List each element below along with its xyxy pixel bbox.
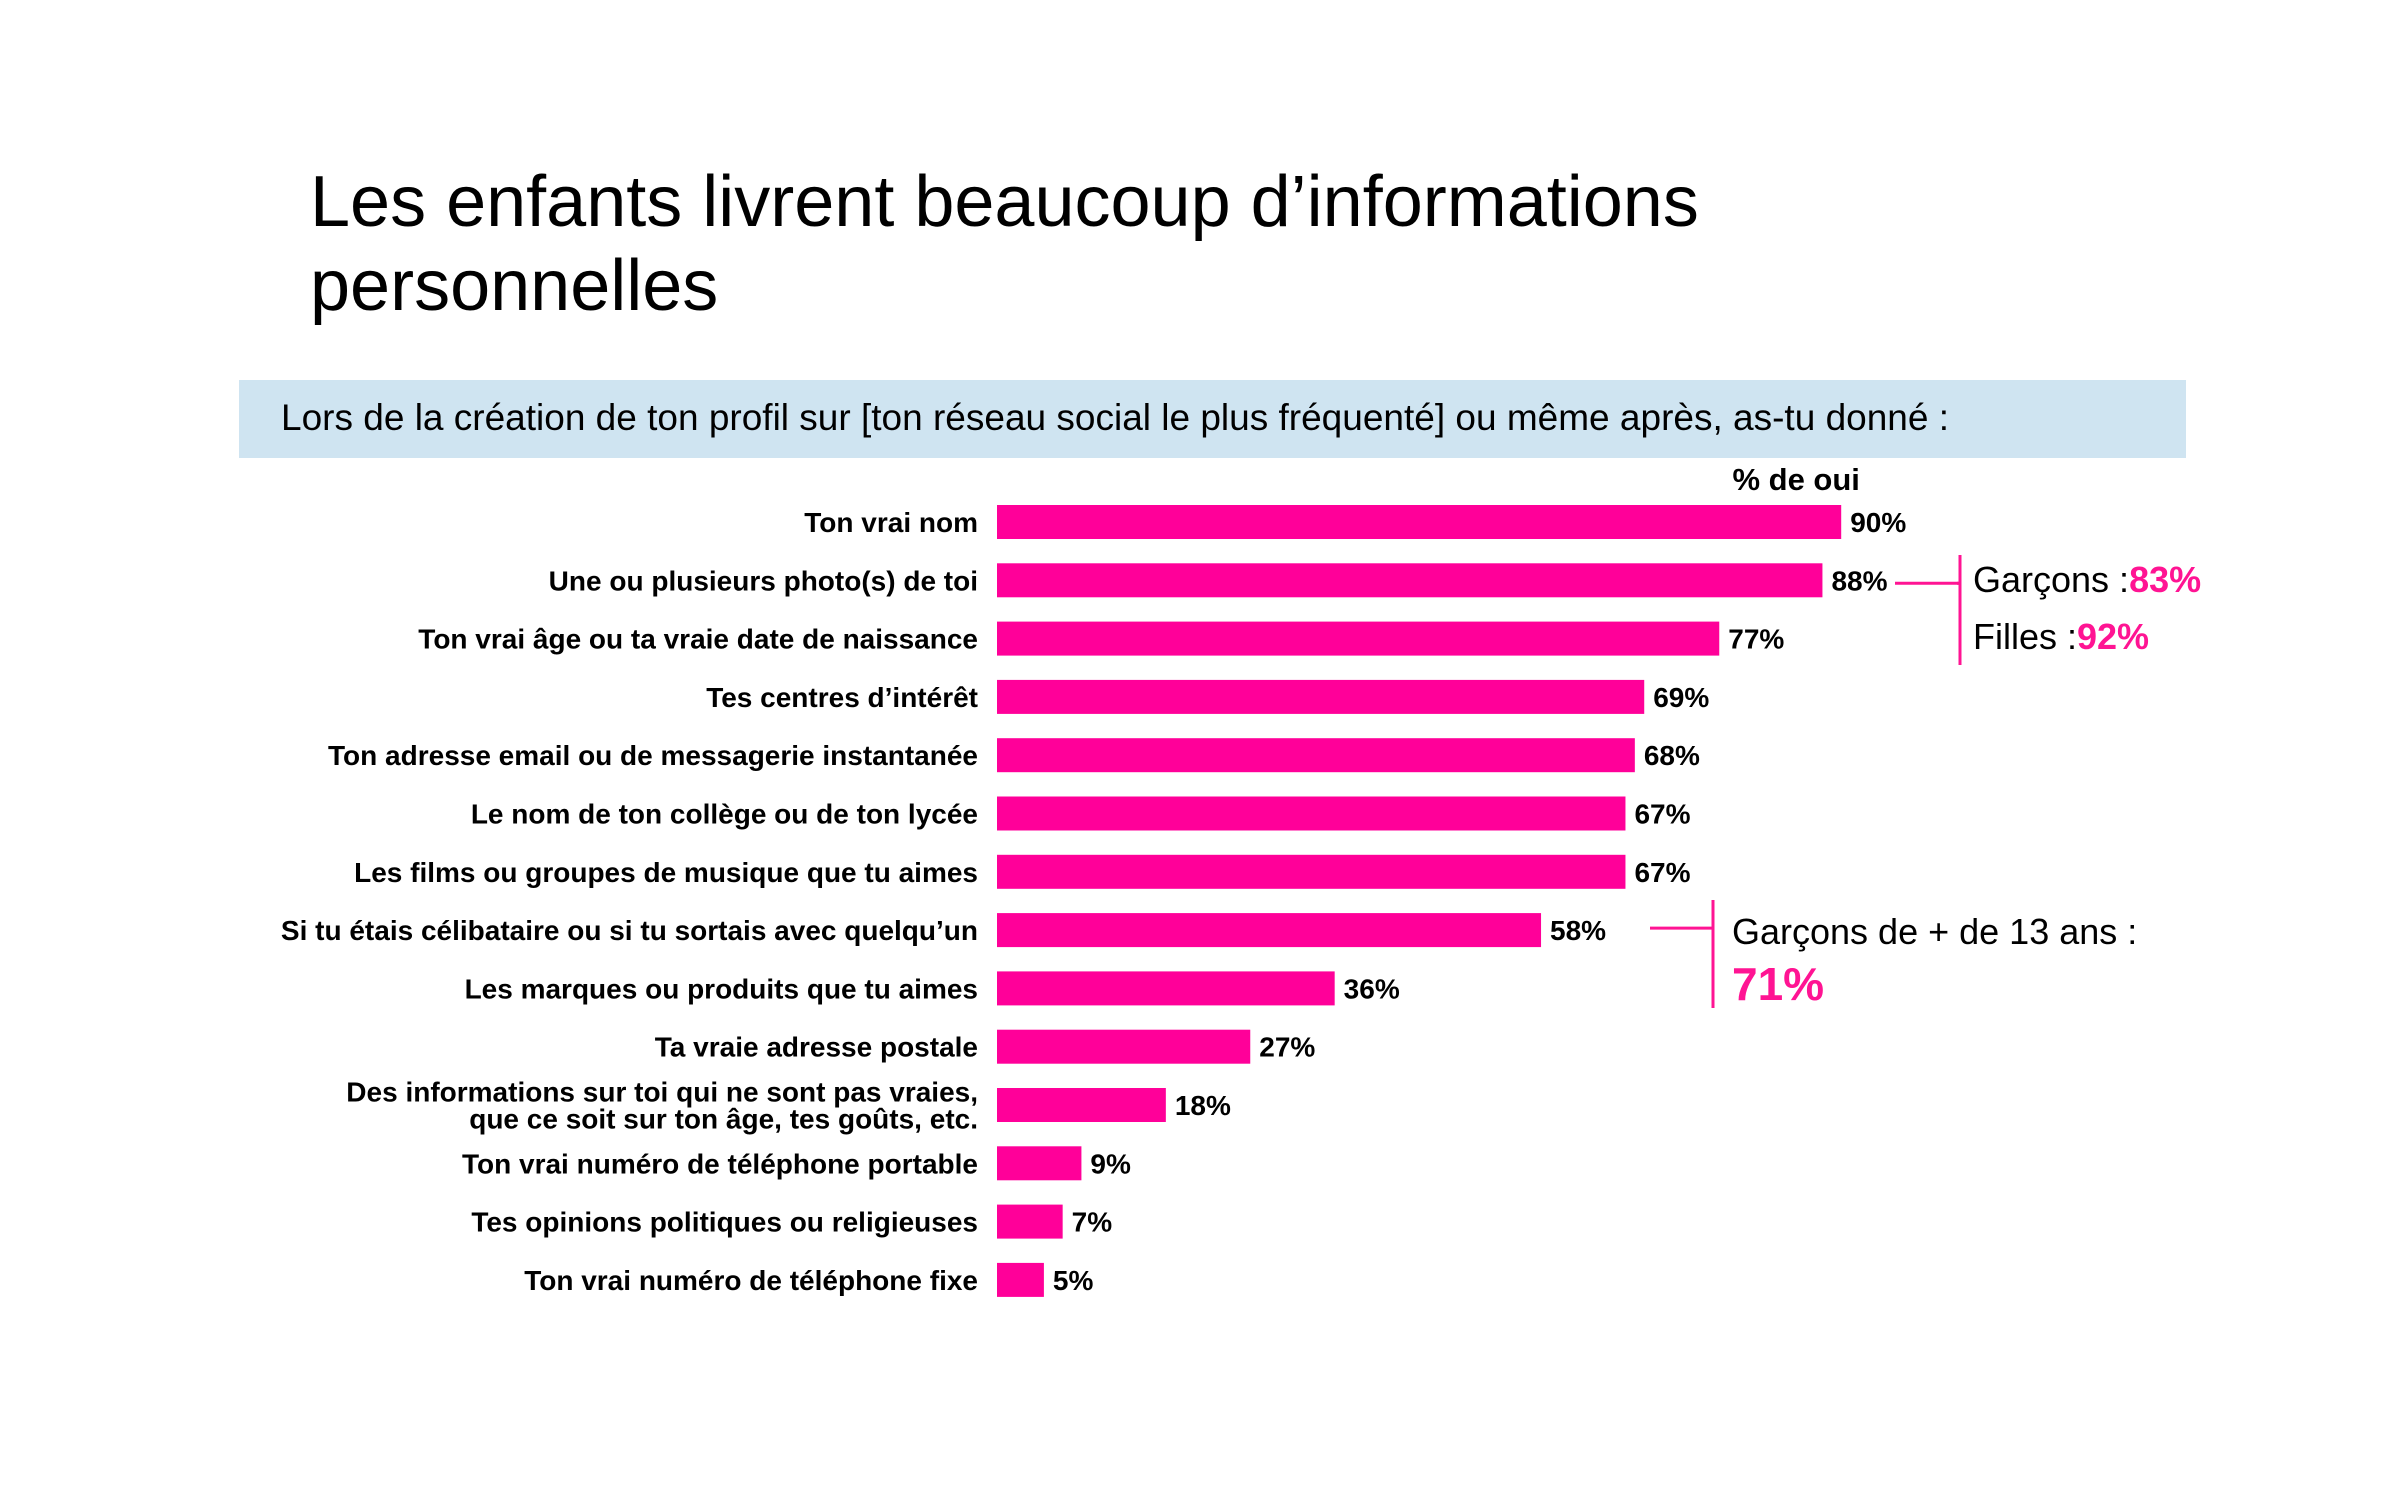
value-label: 18% (1175, 1090, 1231, 1121)
value-label: 5% (1053, 1265, 1094, 1296)
bar (997, 1029, 1251, 1064)
value-header: % de oui (1732, 462, 1859, 497)
annotation-value: 71% (1732, 958, 1824, 1010)
category-label: Si tu étais célibataire ou si tu sortais… (281, 915, 978, 946)
category-label: Ta vraie adresse postale (655, 1032, 978, 1063)
bar (997, 854, 1626, 889)
category-label: Les marques ou produits que tu aimes (465, 973, 978, 1004)
category-label: Tes centres d’intérêt (706, 682, 978, 713)
value-label: 88% (1831, 565, 1887, 596)
category-label: Tes opinions politiques ou religieuses (471, 1207, 978, 1238)
value-label: 27% (1259, 1032, 1315, 1063)
value-label: 90% (1850, 507, 1906, 538)
bar (997, 563, 1823, 598)
annotation-text: Filles :92% (1973, 616, 2149, 657)
value-label: 7% (1072, 1207, 1113, 1238)
question-text: Lors de la création de ton profil sur [t… (281, 397, 1950, 438)
value-label: 68% (1644, 740, 1700, 771)
category-label: Les films ou groupes de musique que tu a… (354, 857, 978, 888)
value-label: 69% (1653, 682, 1709, 713)
category-label: Une ou plusieurs photo(s) de toi (549, 565, 978, 596)
category-label: Ton vrai nom (804, 507, 978, 538)
value-label: 58% (1550, 915, 1606, 946)
category-label: Le nom de ton collège ou de ton lycée (471, 799, 978, 830)
annotation-text: Garçons :83% (1973, 559, 2201, 600)
category-label: Ton vrai numéro de téléphone portable (462, 1148, 978, 1179)
bar (997, 1262, 1044, 1297)
bar (997, 1146, 1082, 1181)
bar (997, 679, 1645, 714)
value-label: 36% (1344, 973, 1400, 1004)
page-title: Les enfants livrent beaucoup d’informati… (310, 162, 1699, 326)
annotation-text: Garçons de + de 13 ans : (1732, 911, 2137, 952)
bar (997, 738, 1635, 773)
bar (997, 796, 1626, 831)
question-banner: Lors de la création de ton profil sur [t… (239, 380, 2186, 458)
bar (997, 971, 1335, 1006)
bar (997, 1204, 1063, 1239)
category-label: Ton adresse email ou de messagerie insta… (328, 740, 978, 771)
category-label: Des informations sur toi qui ne sont pas… (346, 1077, 978, 1135)
category-label: Ton vrai âge ou ta vraie date de naissan… (418, 624, 978, 655)
bar (997, 621, 1720, 656)
value-label: 9% (1090, 1148, 1131, 1179)
bar (997, 913, 1542, 948)
category-label: Ton vrai numéro de téléphone fixe (524, 1265, 978, 1296)
bar (997, 1088, 1166, 1122)
value-label: 77% (1728, 624, 1784, 655)
bar (997, 505, 1842, 539)
value-label: 67% (1634, 857, 1690, 888)
value-label: 67% (1634, 799, 1690, 830)
